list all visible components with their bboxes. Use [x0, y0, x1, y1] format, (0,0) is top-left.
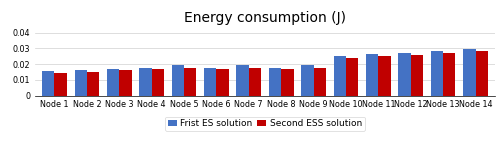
Bar — [281, 69, 293, 96]
Bar — [152, 69, 164, 96]
Bar — [184, 68, 196, 96]
Bar — [249, 68, 261, 96]
Bar — [140, 68, 151, 96]
Bar — [443, 53, 456, 96]
Bar — [74, 70, 87, 96]
Bar — [87, 72, 99, 96]
Bar — [54, 73, 66, 96]
Bar — [302, 65, 314, 96]
Bar — [269, 68, 281, 96]
Bar — [398, 53, 411, 96]
Bar — [476, 51, 488, 96]
Bar — [366, 54, 378, 96]
Bar — [378, 56, 390, 96]
Bar — [119, 70, 132, 96]
Bar — [346, 58, 358, 96]
Bar — [172, 65, 184, 96]
Bar — [411, 55, 423, 96]
Legend: Frist ES solution, Second ESS solution: Frist ES solution, Second ESS solution — [165, 117, 365, 131]
Bar — [204, 68, 216, 96]
Bar — [314, 68, 326, 96]
Title: Energy consumption (J): Energy consumption (J) — [184, 11, 346, 25]
Bar — [236, 65, 249, 96]
Bar — [431, 51, 443, 96]
Bar — [334, 56, 346, 96]
Bar — [216, 69, 228, 96]
Bar — [42, 71, 54, 96]
Bar — [107, 69, 119, 96]
Bar — [464, 49, 475, 96]
